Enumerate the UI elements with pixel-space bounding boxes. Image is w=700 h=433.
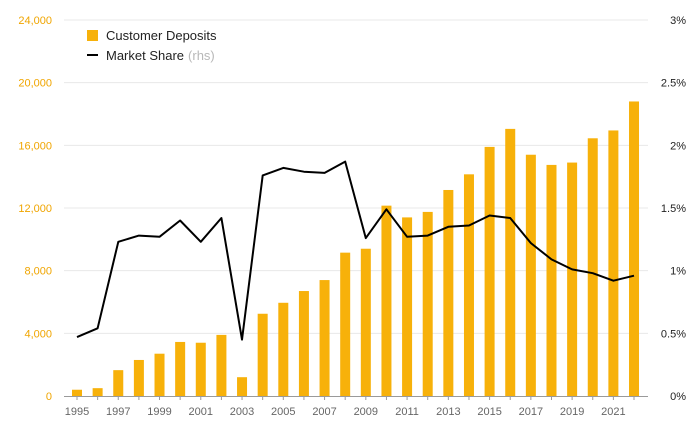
bar-customer-deposits-2009: [360, 248, 371, 396]
bar-customer-deposits-2020: [587, 138, 598, 397]
bar-customer-deposits-2007: [319, 280, 330, 396]
y-left-tick-label: 8,000: [24, 266, 52, 278]
x-tick-label: 2021: [601, 406, 625, 418]
bar-customer-deposits-2019: [567, 162, 578, 396]
bar-customer-deposits-2011: [402, 217, 413, 396]
legend-label-customer-deposits: Customer Deposits: [106, 28, 217, 43]
y-left-tick-label: 12,000: [18, 203, 52, 215]
y-right-tick-label: 1%: [670, 266, 686, 278]
legend-label-market-share-suffix: (rhs): [188, 48, 215, 63]
y-right-tick-label: 0.5%: [661, 328, 686, 340]
axes: 0 4,000 8,000 12,000 16,000 20,000 24,000 0% 0.5…: [18, 15, 686, 418]
bar-customer-deposits-2013: [443, 189, 454, 396]
x-tick-label: 2011: [395, 406, 419, 418]
bar-customer-deposits-2005: [278, 302, 289, 396]
y-right-tick-label: 1.5%: [661, 203, 686, 215]
y-right-tick-label: 2.5%: [661, 78, 686, 90]
x-tick-label: 2015: [477, 406, 501, 418]
bar-customer-deposits-2010: [381, 205, 392, 396]
x-tick-label: 2009: [354, 406, 378, 418]
x-tick-label: 1995: [65, 406, 89, 418]
bar-customer-deposits-2006: [298, 291, 309, 396]
bar-customer-deposits-2008: [340, 252, 351, 396]
bar-series-customer-deposits: [72, 101, 640, 397]
y-right-tick-label: 0%: [670, 391, 686, 403]
bar-customer-deposits-2021: [608, 130, 619, 396]
x-tick-label: 2019: [560, 406, 584, 418]
legend-label-market-share: Market Share (rhs): [106, 48, 215, 63]
bar-customer-deposits-2017: [525, 154, 536, 396]
bar-customer-deposits-1996: [92, 388, 103, 396]
y-right-tick-label: 2%: [670, 140, 686, 152]
bar-customer-deposits-1999: [154, 353, 165, 396]
legend-label-market-share-name: Market Share: [106, 48, 184, 63]
bar-customer-deposits-2001: [195, 342, 206, 396]
bar-customer-deposits-1998: [133, 359, 144, 396]
x-tick-label: 2005: [271, 406, 295, 418]
x-tick-label: 2001: [189, 406, 213, 418]
bar-customer-deposits-2016: [505, 128, 516, 396]
bar-customer-deposits-2003: [237, 377, 248, 396]
bar-customer-deposits-1995: [72, 389, 82, 396]
x-tick-label: 1999: [147, 406, 171, 418]
legend: Customer Deposits Market Share (rhs): [87, 28, 217, 63]
line-series-market-share: [76, 160, 635, 341]
bar-customer-deposits-2000: [175, 341, 186, 396]
y-left-tick-label: 0: [46, 391, 52, 403]
x-tick-label: 2017: [519, 406, 543, 418]
legend-swatch-customer-deposits: [87, 30, 98, 41]
x-tick-label: 2003: [230, 406, 254, 418]
x-tick-label: 2013: [436, 406, 460, 418]
bar-customer-deposits-1997: [113, 370, 124, 396]
bar-customer-deposits-2002: [216, 334, 227, 396]
x-tick-label: 2007: [312, 406, 336, 418]
bar-customer-deposits-2014: [463, 174, 474, 396]
bar-customer-deposits-2012: [422, 211, 433, 396]
bar-customer-deposits-2022: [629, 101, 640, 396]
y-left-tick-label: 20,000: [18, 78, 52, 90]
gridlines: [64, 19, 648, 334]
line-market-share: [76, 160, 635, 341]
bar-customer-deposits-2015: [484, 146, 495, 396]
y-left-tick-label: 4,000: [24, 328, 52, 340]
bar-customer-deposits-2004: [257, 313, 268, 396]
x-tick-label: 1997: [106, 406, 130, 418]
y-left-tick-label: 24,000: [18, 15, 52, 27]
y-right-tick-label: 3%: [670, 15, 686, 27]
bar-customer-deposits-2018: [546, 164, 557, 396]
y-left-tick-label: 16,000: [18, 140, 52, 152]
